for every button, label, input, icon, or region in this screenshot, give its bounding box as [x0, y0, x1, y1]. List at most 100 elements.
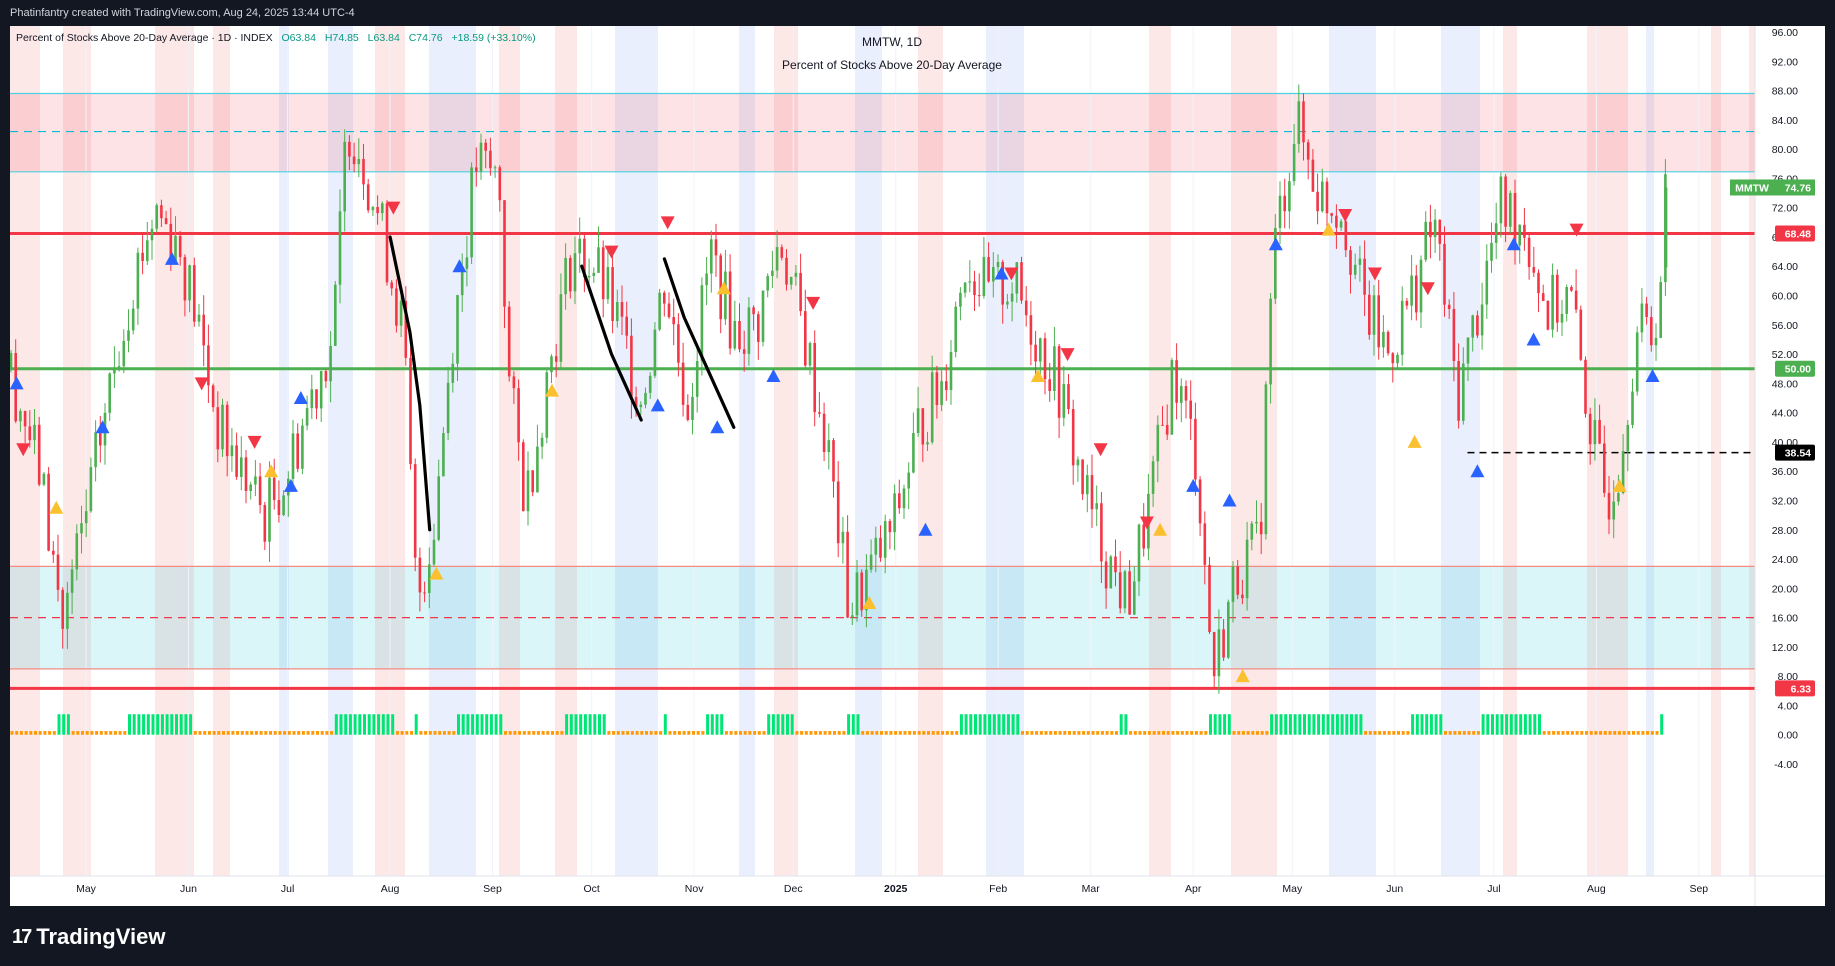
histogram-bar: [546, 731, 550, 735]
candle-body: [1363, 258, 1366, 295]
histogram-bar: [649, 731, 653, 735]
histogram-bar: [1326, 714, 1330, 735]
price-tick-label: 0.00: [1778, 730, 1799, 742]
candle-body: [1071, 409, 1075, 466]
candle-body: [240, 457, 243, 477]
candle-body: [1170, 360, 1174, 435]
chart-panel[interactable]: 96.0092.0088.0084.0080.0076.0072.0068.00…: [9, 26, 1825, 906]
legend-line[interactable]: Percent of Stocks Above 20-Day Average ·…: [16, 32, 536, 44]
histogram-bar: [1538, 714, 1541, 735]
histogram-bar: [1556, 731, 1560, 735]
candle-body: [1443, 243, 1446, 305]
candle-body: [465, 257, 469, 269]
candle-body: [827, 440, 831, 453]
candle-body: [1509, 193, 1512, 227]
candle-body: [1274, 227, 1277, 299]
histogram-bar: [621, 731, 625, 735]
histogram-bar: [612, 731, 616, 735]
histogram-bar: [1265, 731, 1269, 735]
candle-body: [1029, 315, 1033, 345]
tradingview-logo[interactable]: 17 TradingView: [12, 924, 165, 950]
candle-body: [1165, 425, 1169, 435]
price-chart[interactable]: 96.0092.0088.0084.0080.0076.0072.0068.00…: [9, 26, 1825, 906]
histogram-bar: [1580, 731, 1584, 735]
trend-drawings[interactable]: [388, 235, 736, 532]
candle-body: [1081, 459, 1084, 495]
legend-change: +18.59 (+33.10%): [452, 32, 536, 44]
candle-body: [451, 363, 455, 383]
candle-body: [1184, 386, 1188, 401]
candle-body: [1142, 524, 1145, 549]
histogram-bar: [132, 714, 136, 735]
candle-body: [536, 446, 539, 493]
candle-body: [1391, 353, 1395, 364]
histogram-bar: [217, 731, 221, 735]
range-zones: [10, 93, 1755, 669]
histogram-bar: [804, 731, 808, 735]
histogram-bar: [1072, 731, 1076, 735]
candle-body: [1419, 259, 1423, 313]
up-signal-marker: [650, 398, 665, 412]
histogram-bar: [865, 731, 869, 735]
histogram-bar: [1448, 731, 1452, 735]
histogram-bar: [1354, 714, 1358, 735]
candle-body: [898, 493, 901, 509]
histogram-bar: [978, 714, 982, 735]
candle-body: [127, 330, 130, 341]
down-signal-marker: [194, 377, 209, 391]
candle-body: [846, 531, 849, 618]
candle-body: [52, 550, 55, 555]
candle-body: [404, 300, 408, 358]
candle-body: [1527, 237, 1531, 268]
candle-body: [1283, 195, 1286, 212]
candle-body: [442, 433, 445, 477]
histogram-bar: [532, 731, 536, 735]
histogram-bar: [1251, 731, 1255, 735]
histogram-bar: [29, 731, 33, 735]
legend-close: C74.76: [409, 32, 443, 44]
candle-body: [1118, 572, 1122, 609]
candle-body: [99, 432, 102, 446]
candle-body: [150, 228, 154, 241]
candle-body: [888, 521, 892, 533]
last-price-tag-label: 74.76: [1785, 182, 1811, 194]
histogram-bar: [818, 731, 822, 735]
histogram-bar: [936, 731, 940, 735]
price-tag-box: [1775, 680, 1815, 697]
histogram-bar: [1209, 714, 1212, 735]
histogram-bar: [908, 731, 912, 735]
candle-body: [141, 252, 144, 262]
price-axis[interactable]: 96.0092.0088.0084.0080.0076.0072.0068.00…: [1772, 27, 1798, 771]
histogram-bar: [395, 731, 399, 735]
histogram-bar: [583, 714, 587, 735]
down-signal-marker: [1004, 267, 1019, 281]
price-tags: 68.48 50.00 38.54 6.33 MMTW 74.76: [1730, 179, 1815, 697]
candle-body: [799, 272, 802, 312]
candle-body: [653, 329, 657, 376]
histogram-bar: [1650, 731, 1654, 735]
histogram-bar: [485, 714, 489, 735]
histogram-bar: [1021, 731, 1024, 735]
up-signal-marker: [1407, 434, 1422, 448]
histogram-bar: [630, 731, 634, 735]
up-signal-marker: [1470, 464, 1485, 478]
histogram-bar: [1016, 714, 1020, 735]
trend-stroke: [662, 257, 736, 429]
time-axis[interactable]: May Jun Jul Aug Sep Oct Nov Dec 2025 Feb Mar Apr May…: [76, 883, 1708, 895]
candle-body: [136, 252, 140, 309]
candle-body: [324, 370, 328, 382]
histogram-bar: [118, 731, 122, 735]
price-tick-label: 96.00: [1772, 27, 1798, 39]
histogram-bar: [1176, 731, 1180, 735]
down-signal-marker: [16, 443, 31, 457]
candle-body: [178, 235, 182, 258]
histogram-bar: [917, 731, 921, 735]
histogram-bar: [381, 714, 385, 735]
histogram-bar: [1523, 714, 1527, 735]
candle-body: [512, 376, 516, 389]
histogram-bar: [1270, 714, 1274, 735]
histogram-bar: [170, 714, 174, 735]
histogram-bar: [964, 714, 968, 735]
histogram-bar: [903, 731, 907, 735]
histogram-bar: [363, 714, 366, 735]
